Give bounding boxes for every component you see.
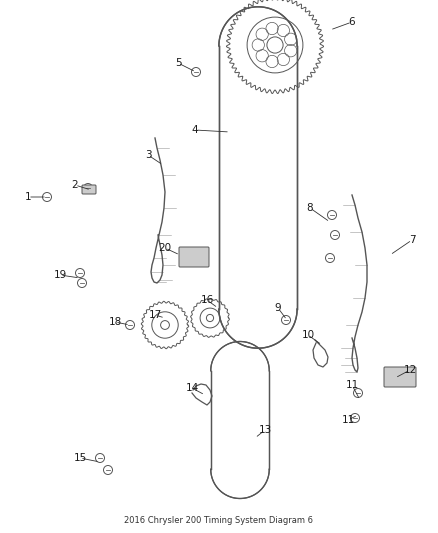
Text: 16: 16	[200, 295, 214, 305]
Text: 5: 5	[175, 58, 181, 68]
Text: 13: 13	[258, 425, 272, 435]
Text: 12: 12	[403, 365, 417, 375]
Text: 4: 4	[192, 125, 198, 135]
Text: 3: 3	[145, 150, 151, 160]
Text: 8: 8	[307, 203, 313, 213]
Text: 15: 15	[74, 453, 87, 463]
Text: 6: 6	[349, 17, 355, 27]
Text: 17: 17	[148, 310, 162, 320]
Text: 1: 1	[25, 192, 31, 202]
Text: 2: 2	[72, 180, 78, 190]
Text: 11: 11	[346, 380, 359, 390]
Text: 14: 14	[185, 383, 198, 393]
Text: 7: 7	[409, 235, 415, 245]
Text: 9: 9	[275, 303, 281, 313]
FancyBboxPatch shape	[384, 367, 416, 387]
FancyBboxPatch shape	[179, 247, 209, 267]
Text: 20: 20	[159, 243, 172, 253]
Text: 2016 Chrysler 200 Timing System Diagram 6: 2016 Chrysler 200 Timing System Diagram …	[124, 516, 314, 525]
Text: 19: 19	[53, 270, 67, 280]
FancyBboxPatch shape	[82, 185, 96, 194]
Text: 18: 18	[108, 317, 122, 327]
Text: 11: 11	[341, 415, 355, 425]
Text: 10: 10	[301, 330, 314, 340]
